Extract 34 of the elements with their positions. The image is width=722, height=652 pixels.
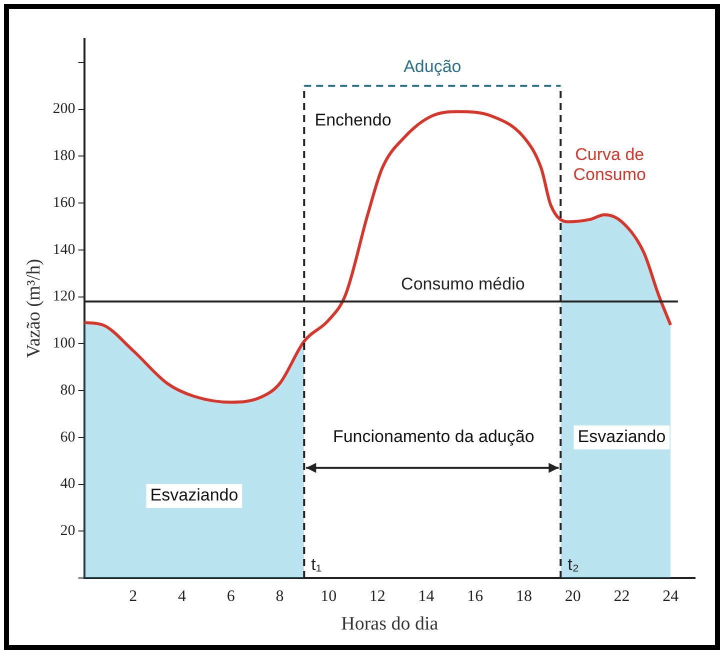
ref-line-label: t₂: [568, 555, 579, 574]
y-tick-label: 40: [60, 476, 76, 492]
annotation: Esvaziando: [578, 427, 666, 446]
y-tick-label: 80: [60, 382, 76, 398]
x-tick-label: 16: [467, 588, 484, 605]
x-tick-label: 20: [564, 588, 581, 605]
x-tick-label: 24: [662, 588, 679, 605]
x-tick-label: 4: [178, 588, 186, 605]
y-tick-label: 160: [52, 194, 76, 211]
line-series: [84, 110, 672, 404]
y-tick-label: 140: [52, 242, 76, 258]
x-tick-label: 6: [226, 588, 235, 605]
x-tick-label: 8: [276, 588, 284, 605]
y-tick-label: 60: [60, 429, 76, 446]
y-tick-label: 200: [52, 101, 76, 118]
annotation: Enchendo: [314, 110, 392, 130]
x-axis-title: Horas do dia: [341, 614, 439, 635]
y-axis-title: Vazão (m³/h): [23, 258, 44, 358]
x-tick-label: 10: [320, 588, 337, 605]
y-tick-label: 120: [52, 288, 76, 305]
x-tick-label: 18: [516, 588, 532, 605]
ref-line-label: t₁: [311, 555, 322, 574]
series-label: Adução: [404, 56, 462, 76]
x-tick-label: 12: [369, 588, 386, 605]
y-tick-label: 100: [52, 336, 76, 352]
x-tick-label: 2: [129, 588, 138, 605]
series-label: Curva de Consumo: [573, 144, 646, 184]
y-tick-label: 180: [52, 148, 76, 164]
x-tick-label: 22: [614, 588, 630, 605]
annotation: Esvaziando: [150, 486, 238, 505]
y-tick-label: 20: [60, 523, 76, 540]
ref-line-label: Consumo médio: [401, 274, 525, 294]
x-tick-label: 14: [418, 588, 434, 605]
annotation: Funcionamento da adução: [332, 427, 534, 446]
